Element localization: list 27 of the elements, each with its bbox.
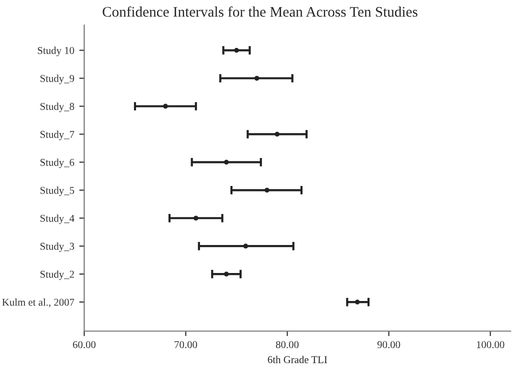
y-tick-label: Study_2: [40, 270, 74, 280]
point: [264, 188, 270, 193]
x-tick-label: 70.00: [174, 341, 198, 348]
y-tick-label: Study_5: [40, 186, 74, 196]
x-axis-title: 6th Grade TLI: [268, 356, 328, 364]
y-tick-label: Study 10: [38, 46, 74, 56]
point: [224, 272, 229, 276]
point: [243, 244, 248, 249]
point: [234, 48, 239, 53]
chart-title: Confidence Intervals for the Mean Across Ten Studies: [102, 6, 418, 17]
x-tick-label: 100.00: [476, 341, 504, 348]
point: [163, 104, 168, 109]
point: [254, 76, 260, 81]
y-tick-label: Study_3: [40, 242, 74, 252]
point: [224, 160, 229, 165]
y-tick-label: Study_4: [40, 214, 74, 224]
y-tick-label: Study_9: [40, 74, 74, 84]
point: [354, 300, 360, 304]
x-tick-label: 90.00: [377, 341, 400, 348]
point: [193, 216, 198, 221]
y-tick-label: Study_6: [40, 158, 74, 168]
x-tick-label: 60.00: [72, 341, 96, 348]
y-tick-label: Study_8: [40, 102, 74, 112]
x-tick-label: 80.00: [276, 341, 299, 348]
point: [274, 132, 280, 137]
y-tick-label: Kulm et al., 2007: [2, 298, 74, 308]
y-tick-label: Study_7: [40, 130, 74, 140]
